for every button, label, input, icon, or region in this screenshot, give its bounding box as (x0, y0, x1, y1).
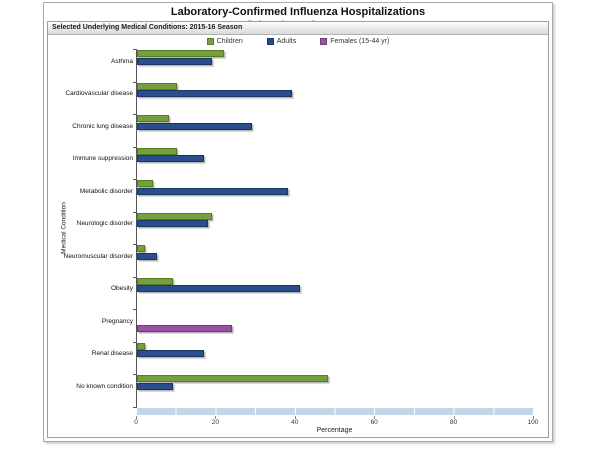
category-label-metabolic-disorder: Metabolic disorder (79, 187, 133, 195)
category-label-pregnancy: Pregnancy (101, 317, 133, 325)
y-axis-minor-tick (133, 81, 137, 83)
panel-header: Selected Underlying Medical Conditions: … (48, 22, 548, 35)
bar-adults-neuromuscular-disorder[interactable] (137, 252, 157, 260)
y-axis-minor-tick (133, 276, 137, 278)
legend-label: Females (15-44 yr) (330, 37, 390, 45)
x-axis-tick-80 (453, 416, 455, 419)
bar-adults-metabolic-disorder[interactable] (137, 187, 288, 195)
y-axis-title: Medical Condition (60, 202, 68, 254)
y-axis-minor-tick (133, 179, 137, 181)
legend-label: Children (216, 37, 243, 45)
x-axis-tick-label-80: 80 (449, 419, 458, 426)
plot-area (136, 49, 534, 407)
x-axis-tick-label-60: 60 (370, 419, 378, 426)
legend: Children Adults Females (15-44 yr) (48, 36, 548, 46)
bar-children-asthma[interactable] (137, 50, 225, 57)
category-label-renal-disease: Renal disease (91, 350, 133, 358)
y-axis-minor-tick (133, 309, 137, 311)
report-page: Laboratory-Confirmed Influenza Hospitali… (43, 2, 553, 442)
y-axis-minor-tick (133, 407, 137, 408)
bar-adults-asthma[interactable] (137, 57, 213, 65)
x-axis-tick-100 (533, 416, 534, 419)
bar-children-neurologic-disorder[interactable] (137, 212, 213, 220)
legend-swatch-children (206, 37, 214, 45)
x-axis-scroll-band[interactable] (137, 408, 534, 415)
x-axis-tick-label-100: 100 (527, 419, 539, 426)
x-axis-tick-60 (374, 416, 376, 419)
y-axis-minor-tick (133, 374, 137, 376)
bar-children-cardiovascular-disease[interactable] (137, 82, 177, 90)
category-label-asthma: Asthma (110, 57, 133, 65)
bar-children-metabolic-disorder[interactable] (137, 180, 153, 188)
legend-item-adults[interactable]: Adults (266, 37, 297, 45)
bar-adults-cardiovascular-disease[interactable] (137, 90, 292, 98)
y-axis-minor-tick (133, 49, 137, 50)
chart-title: Laboratory-Confirmed Influenza Hospitali… (170, 6, 426, 18)
bar-adults-immune-suppression[interactable] (137, 155, 205, 163)
y-axis-minor-tick (133, 244, 137, 246)
y-axis-minor-tick (133, 114, 137, 116)
bar-children-chronic-lung-disease[interactable] (137, 115, 169, 123)
bar-adults-neurologic-disorder[interactable] (137, 220, 209, 228)
bar-adults-renal-disease[interactable] (137, 350, 205, 358)
legend-label: Adults (276, 37, 297, 45)
chart-panel: Selected Underlying Medical Conditions: … (47, 21, 549, 438)
bar-children-obesity[interactable] (137, 277, 173, 285)
x-axis-tick-label-0: 0 (134, 419, 138, 426)
category-label-chronic-lung-disease: Chronic lung disease (72, 122, 133, 130)
category-label-immune-suppression: Immune suppression (72, 155, 133, 163)
bar-adults-obesity[interactable] (137, 285, 300, 293)
chart-area: Children Adults Females (15-44 yr) Medical… (48, 35, 548, 437)
legend-item-females-15-44-yr[interactable]: Females (15-44 yr) (320, 37, 390, 45)
bar-children-neuromuscular-disorder[interactable] (137, 245, 145, 253)
x-axis-tick-label-20: 20 (211, 419, 219, 426)
category-label-neurologic-disorder: Neurologic disorder (76, 220, 133, 228)
legend-swatch-females-15-44-yr (320, 37, 328, 45)
x-axis-tick-20 (215, 416, 217, 419)
x-axis-tick-40 (294, 416, 296, 419)
y-axis-minor-tick (133, 211, 137, 213)
legend-item-children[interactable]: Children (206, 37, 243, 45)
y-axis-minor-tick (133, 146, 137, 148)
x-axis-title: Percentage (316, 427, 353, 434)
x-axis-tick-label-40: 40 (291, 419, 299, 426)
bar-children-immune-suppression[interactable] (137, 147, 177, 155)
bar-adults-chronic-lung-disease[interactable] (137, 122, 253, 130)
category-label-no-known-condition: No known condition (76, 382, 133, 390)
bar-children-renal-disease[interactable] (137, 342, 145, 350)
category-label-obesity: Obesity (110, 285, 133, 293)
y-axis-minor-tick (133, 341, 137, 343)
bar-females-15-44-yr-pregnancy[interactable] (137, 325, 233, 333)
x-axis-tick-0 (136, 416, 137, 419)
category-label-neuromuscular-disorder: Neuromuscular disorder (63, 252, 133, 260)
bar-children-no-known-condition[interactable] (137, 375, 328, 383)
bar-adults-no-known-condition[interactable] (137, 382, 173, 390)
legend-swatch-adults (266, 37, 274, 45)
category-label-cardiovascular-disease: Cardiovascular disease (65, 90, 133, 98)
